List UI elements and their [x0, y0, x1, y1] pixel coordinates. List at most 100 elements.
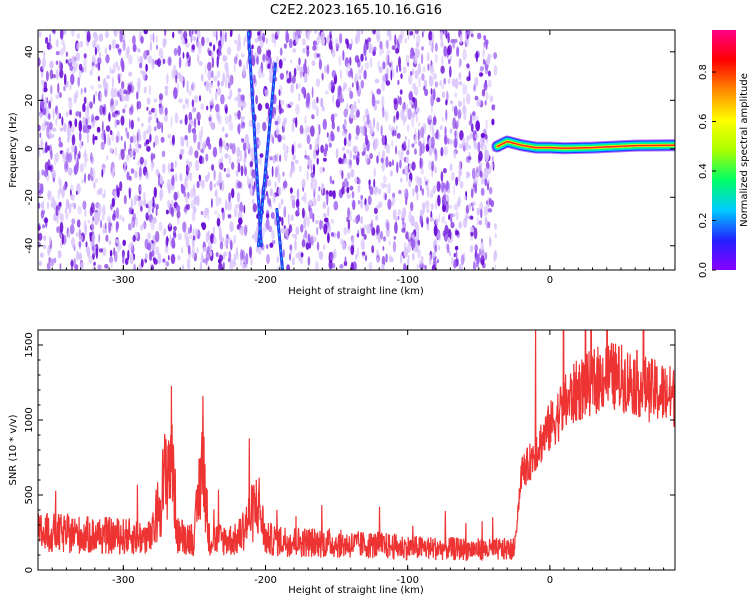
noise-speckle — [177, 81, 180, 94]
noise-speckle — [407, 241, 412, 253]
noise-speckle — [208, 116, 212, 122]
noise-speckle — [165, 261, 170, 267]
noise-speckle — [133, 263, 137, 270]
noise-speckle — [305, 155, 310, 160]
noise-speckle — [416, 263, 419, 269]
colorbar-ticks: 0.00.20.40.60.8 — [698, 64, 716, 278]
noise-speckle — [458, 81, 463, 86]
noise-speckle — [414, 135, 418, 141]
noise-speckle — [278, 89, 281, 96]
noise-speckle — [59, 213, 64, 223]
noise-speckle — [256, 45, 262, 55]
noise-speckle — [146, 145, 151, 152]
noise-speckle — [250, 256, 253, 266]
noise-speckle — [43, 244, 47, 249]
noise-speckle — [307, 256, 311, 266]
noise-speckle — [108, 112, 111, 122]
noise-speckle — [219, 30, 223, 38]
noise-speckle — [52, 107, 55, 120]
noise-speckle — [98, 187, 103, 195]
noise-speckle — [319, 219, 322, 231]
noise-speckle — [153, 186, 157, 198]
noise-speckle — [316, 227, 319, 236]
noise-speckle — [456, 46, 459, 57]
noise-speckle — [373, 207, 378, 215]
noise-speckle — [312, 212, 315, 223]
noise-speckle — [47, 190, 52, 199]
noise-speckle — [465, 37, 470, 47]
noise-speckle — [288, 224, 293, 233]
noise-speckle — [48, 113, 51, 120]
noise-speckle — [187, 258, 191, 270]
noise-speckle — [282, 143, 287, 151]
noise-speckle — [450, 221, 455, 229]
noise-speckle — [388, 124, 392, 131]
noise-speckle — [428, 39, 432, 47]
noise-speckle — [126, 131, 130, 139]
noise-speckle — [375, 100, 380, 105]
noise-speckle — [376, 249, 379, 257]
noise-speckle — [198, 155, 203, 165]
noise-speckle — [136, 100, 139, 111]
noise-speckle — [419, 157, 422, 170]
noise-speckle — [68, 167, 73, 176]
noise-speckle — [329, 175, 332, 184]
noise-speckle — [370, 45, 374, 54]
noise-speckle — [88, 255, 93, 264]
noise-speckle — [146, 97, 151, 105]
noise-speckle — [290, 83, 295, 94]
noise-speckle — [59, 30, 64, 40]
noise-speckle — [78, 63, 83, 71]
noise-speckle — [182, 52, 185, 59]
noise-speckle — [118, 214, 123, 220]
noise-speckle — [67, 97, 73, 102]
noise-speckle — [373, 178, 376, 188]
noise-speckle — [255, 94, 258, 105]
noise-speckle — [365, 113, 368, 118]
noise-speckle — [240, 165, 244, 177]
noise-speckle — [100, 141, 105, 151]
noise-speckle — [341, 170, 344, 180]
noise-speckle — [51, 196, 55, 207]
noise-speckle — [134, 148, 139, 153]
noise-speckle — [55, 60, 59, 65]
noise-speckle — [472, 111, 476, 117]
noise-speckle — [239, 201, 244, 214]
noise-speckle — [307, 158, 313, 167]
noise-speckle — [119, 94, 122, 101]
noise-speckle — [179, 119, 183, 125]
noise-speckle — [377, 232, 381, 244]
noise-speckle — [291, 257, 295, 266]
noise-speckle — [55, 39, 59, 48]
noise-speckle — [350, 104, 355, 116]
noise-speckle — [216, 217, 221, 227]
noise-speckle — [454, 130, 457, 138]
noise-speckle — [135, 217, 139, 227]
noise-speckle — [459, 33, 463, 43]
noise-speckle — [346, 193, 351, 199]
noise-speckle — [469, 244, 474, 253]
noise-speckle — [428, 137, 432, 147]
noise-speckle — [243, 224, 248, 237]
noise-speckle — [112, 62, 116, 74]
noise-speckle — [156, 44, 159, 50]
noise-speckle — [224, 153, 229, 159]
streak-core-3 — [276, 209, 284, 270]
noise-speckle — [115, 239, 120, 244]
noise-speckle — [283, 43, 288, 49]
noise-speckle — [294, 239, 297, 251]
noise-speckle — [240, 225, 244, 236]
noise-speckle — [395, 145, 397, 155]
noise-speckle — [458, 168, 463, 177]
noise-speckle — [298, 57, 301, 66]
noise-speckle — [478, 248, 482, 256]
noise-speckle — [152, 32, 155, 43]
noise-speckle — [192, 83, 196, 89]
noise-speckle — [113, 30, 118, 37]
y-tick-label: 1500 — [24, 332, 35, 357]
noise-speckle — [475, 120, 481, 132]
noise-speckle — [429, 75, 434, 87]
noise-speckle — [405, 156, 409, 164]
noise-speckle — [96, 126, 101, 133]
